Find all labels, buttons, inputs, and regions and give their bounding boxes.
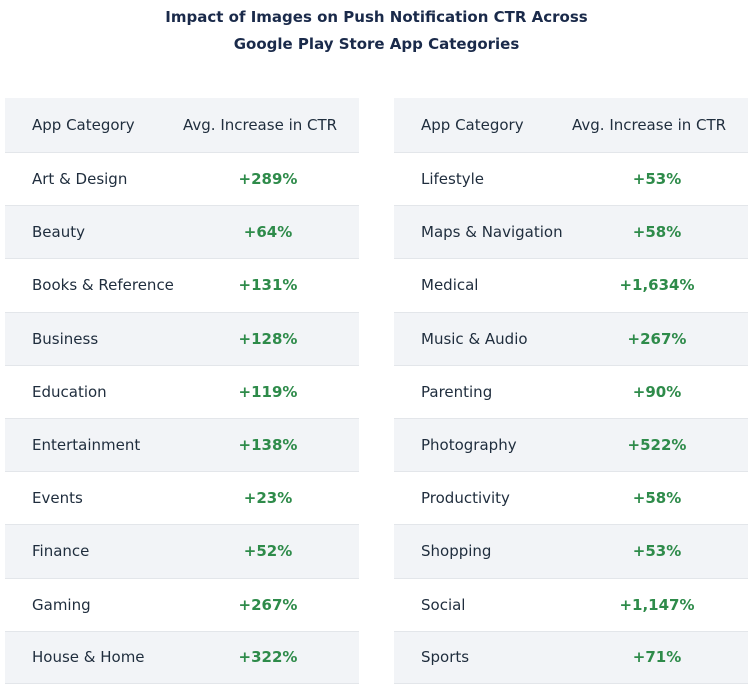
category-cell: Photography [421, 436, 517, 455]
table-row: Maps & Navigation +58% [394, 205, 748, 259]
ctr-value-cell: +138% [238, 436, 298, 455]
left-header-category: App Category [32, 116, 135, 134]
category-cell: Art & Design [32, 170, 128, 189]
table-row: Art & Design +289% [5, 152, 359, 205]
table-row: Shopping +53% [394, 524, 748, 578]
ctr-value-cell: +322% [238, 648, 298, 667]
ctr-value-cell: +1,634% [619, 276, 695, 295]
ctr-value-cell: +131% [238, 276, 298, 295]
ctr-value-cell: +128% [238, 329, 298, 348]
table-row: Beauty +64% [5, 205, 359, 259]
chart-title-line-2: Google Play Store App Categories [233, 35, 520, 53]
chart-title: Impact of Images on Push Notification CT… [0, 4, 753, 58]
left-table: App Category Avg. Increase in CTR Art & … [5, 98, 359, 684]
ctr-value-cell: +58% [632, 489, 682, 508]
table-row: Sports +71% [394, 630, 748, 684]
category-cell: Beauty [32, 223, 85, 242]
left-header-ctr: Avg. Increase in CTR [183, 116, 338, 134]
category-cell: Social [421, 595, 466, 614]
ctr-value-cell: +267% [238, 595, 298, 614]
table-row: Education +119% [5, 364, 359, 418]
category-cell: Finance [32, 542, 90, 561]
right-table-body: Lifestyle +53% Maps & Navigation +58% Medica… [394, 152, 748, 684]
ctr-value-cell: +64% [243, 223, 293, 242]
table-row: Events +23% [5, 471, 359, 524]
category-cell: Lifestyle [421, 170, 485, 189]
table-row: Books & Reference +131% [5, 258, 359, 311]
table-row: Gaming +267% [5, 577, 359, 631]
category-cell: Parenting [421, 382, 493, 401]
category-cell: House & Home [32, 648, 145, 667]
right-table-header: App Category Avg. Increase in CTR [394, 98, 748, 152]
table-row: Business +128% [5, 311, 359, 365]
table-row: Lifestyle +53% [394, 152, 748, 205]
category-cell: Music & Audio [421, 329, 528, 348]
category-cell: Medical [421, 276, 479, 295]
ctr-value-cell: +119% [238, 382, 298, 401]
category-cell: Events [32, 489, 83, 508]
table-row: Finance +52% [5, 524, 359, 578]
table-row: Social +1,147% [394, 577, 748, 631]
table-row: Music & Audio +267% [394, 311, 748, 365]
ctr-value-cell: +1,147% [619, 595, 695, 614]
table-row: Medical +1,634% [394, 258, 748, 311]
category-cell: Entertainment [32, 436, 141, 455]
table-row: Entertainment +138% [5, 417, 359, 472]
ctr-value-cell: +267% [627, 329, 687, 348]
ctr-value-cell: +53% [632, 170, 682, 189]
ctr-value-cell: +52% [243, 542, 293, 561]
left-table-body: Art & Design +289% Beauty +64% Books & Refer… [5, 152, 359, 684]
ctr-value-cell: +90% [632, 382, 682, 401]
right-table: App Category Avg. Increase in CTR Lifest… [394, 98, 748, 684]
table-row: Productivity +58% [394, 471, 748, 524]
left-table-header: App Category Avg. Increase in CTR [5, 98, 359, 152]
category-cell: Business [32, 329, 99, 348]
category-cell: Productivity [421, 489, 510, 508]
category-cell: Shopping [421, 542, 492, 561]
chart-title-line-1: Impact of Images on Push Notification CT… [165, 8, 588, 26]
category-cell: Maps & Navigation [421, 223, 563, 242]
ctr-value-cell: +23% [243, 489, 293, 508]
right-header-category: App Category [421, 116, 524, 134]
table-row: House & Home +322% [5, 630, 359, 684]
ctr-value-cell: +58% [632, 223, 682, 242]
table-row: Parenting +90% [394, 364, 748, 418]
category-cell: Sports [421, 648, 470, 667]
table-row: Photography +522% [394, 417, 748, 472]
category-cell: Books & Reference [32, 276, 174, 295]
ctr-value-cell: +289% [238, 170, 298, 189]
category-cell: Gaming [32, 595, 91, 614]
ctr-value-cell: +71% [632, 648, 682, 667]
category-cell: Education [32, 382, 107, 401]
right-header-ctr: Avg. Increase in CTR [572, 116, 727, 134]
ctr-value-cell: +53% [632, 542, 682, 561]
ctr-value-cell: +522% [627, 436, 687, 455]
